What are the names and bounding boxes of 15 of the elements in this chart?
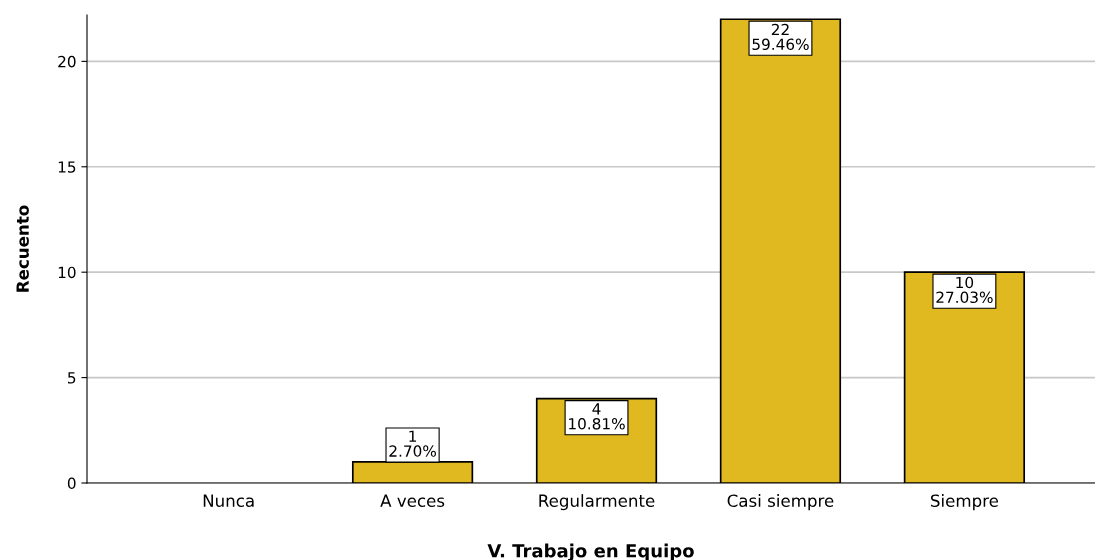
data-label: 22 59.46% (752, 23, 809, 51)
data-label: 4 10.81% (569, 403, 625, 430)
x-tick-label: Casi siempre (727, 494, 834, 511)
x-tick-label: A veces (380, 494, 445, 508)
x-tick-label: Siempre (930, 494, 999, 511)
data-label: 10 27.03% (936, 276, 993, 304)
y-tick-label: 5 (68, 372, 76, 384)
x-tick-label: Regularmente (539, 494, 655, 511)
y-tick-label: 20 (58, 55, 76, 68)
y-tick-label: 10 (58, 266, 76, 279)
y-tick-label: 15 (58, 161, 76, 173)
data-label: 1 2.70% (389, 430, 436, 457)
y-tick-label: 0 (67, 477, 76, 490)
y-axis-title: Recuento (16, 205, 29, 292)
x-tick-label: Nunca (203, 494, 254, 508)
